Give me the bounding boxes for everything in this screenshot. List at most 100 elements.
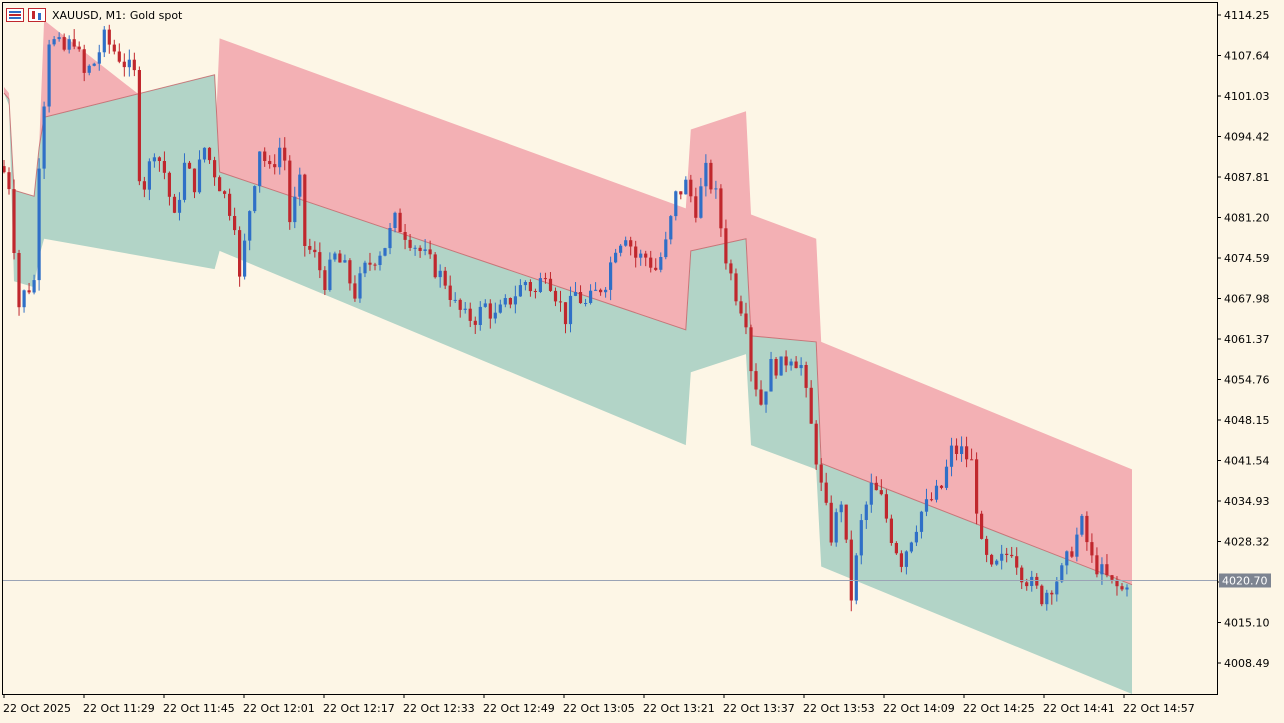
candle [523, 280, 527, 291]
x-tick-label: 22 Oct 13:05 [563, 702, 635, 715]
candle-body [834, 512, 838, 543]
candle [995, 559, 999, 566]
candle-body [112, 44, 116, 52]
candle-body [32, 280, 36, 293]
candle-body [553, 290, 558, 302]
y-tick-label: 4074.59 [1224, 252, 1270, 265]
candle [904, 550, 908, 575]
candle-body [894, 543, 898, 554]
candle-body [443, 270, 447, 286]
candle-body [919, 511, 924, 532]
candle [22, 289, 26, 313]
candle-body [1005, 553, 1009, 555]
candle-body [523, 282, 527, 286]
candle-body [433, 254, 437, 278]
candle [754, 363, 758, 397]
candle [378, 251, 382, 271]
candle [373, 262, 377, 271]
candle [318, 242, 322, 279]
candle [639, 249, 643, 266]
candle-body [679, 191, 683, 195]
candle [448, 275, 452, 307]
candle-body [288, 160, 292, 223]
candle-body [383, 248, 387, 256]
candle [724, 219, 728, 270]
candle [929, 492, 934, 502]
candle [759, 380, 763, 406]
candle-body [478, 306, 482, 325]
candle-body [127, 59, 131, 68]
candle-body [634, 246, 638, 258]
candle [1045, 589, 1049, 611]
candle [744, 302, 748, 335]
candle [939, 484, 944, 490]
candle [864, 501, 868, 529]
candle [924, 488, 929, 517]
candle-body [132, 59, 136, 71]
candle-body [77, 46, 81, 50]
candle [398, 208, 402, 233]
mid-line [3, 74, 1133, 586]
candle-body [483, 303, 487, 307]
candle-body [117, 51, 121, 62]
x-tick-label: 22 Oct 12:33 [403, 702, 475, 715]
candle [197, 150, 202, 194]
candle-body [543, 278, 547, 280]
candle-body [1070, 551, 1074, 557]
candle-body [719, 188, 723, 229]
candle-body [794, 361, 798, 369]
candle [684, 176, 688, 195]
candle-body [1035, 576, 1039, 586]
candle [809, 380, 813, 424]
candle-body [824, 482, 828, 503]
candle [799, 357, 803, 376]
candle [1040, 584, 1044, 607]
candle-body [759, 389, 763, 405]
candle [233, 207, 237, 236]
candle-body [849, 539, 853, 601]
candle-body [273, 164, 277, 168]
candle [488, 299, 492, 329]
candle [87, 64, 91, 76]
candle [438, 264, 442, 288]
candle [107, 24, 111, 54]
candle [383, 247, 387, 257]
y-tick-label: 4015.10 [1224, 617, 1270, 630]
candle-body [774, 359, 778, 376]
candle [709, 159, 713, 194]
candle-body [157, 157, 161, 161]
symbol-description: Gold spot [129, 8, 183, 22]
y-tick-label: 4008.49 [1224, 657, 1270, 670]
candle-body [1110, 575, 1114, 580]
candle [533, 288, 537, 299]
candle-body [619, 245, 623, 253]
candle [97, 44, 101, 71]
x-tick-label: 22 Oct 13:53 [803, 702, 875, 715]
y-tick-label: 4054.76 [1224, 374, 1270, 387]
candle [714, 180, 718, 199]
candle-body [263, 151, 267, 161]
candle [1005, 547, 1009, 563]
candle [784, 350, 788, 373]
candle-body [709, 162, 713, 190]
candle [934, 479, 939, 503]
candle [704, 154, 708, 197]
candle-body [990, 554, 994, 565]
candle [253, 185, 257, 214]
candle-body [594, 289, 598, 291]
candle-body [578, 292, 583, 304]
chart-type-icon[interactable] [28, 8, 46, 22]
candle [779, 356, 783, 376]
candle-body [37, 168, 41, 281]
candle-body [323, 270, 327, 290]
candle-body [92, 63, 96, 66]
candle [182, 153, 187, 203]
x-tick-label: 22 Oct 14:25 [963, 702, 1035, 715]
x-tick-label: 22 Oct 13:21 [643, 702, 715, 715]
candle [1020, 565, 1024, 590]
candle-body [573, 292, 578, 296]
candle [659, 252, 663, 273]
market-watch-icon[interactable] [6, 8, 24, 22]
